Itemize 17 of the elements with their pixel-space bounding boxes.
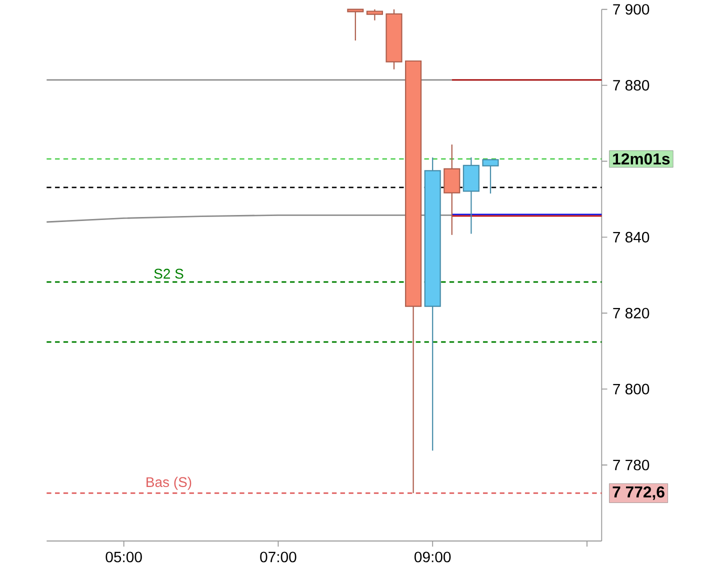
y-tick-label: 7 800 — [613, 384, 650, 394]
ref-line-label: S2 S — [154, 268, 184, 279]
candlestick — [366, 8, 383, 22]
y-tick-label: 7 820 — [613, 308, 650, 319]
candlestick — [444, 144, 460, 236]
candlestick — [347, 8, 364, 42]
ref-line-label: Bas (S) — [146, 476, 192, 490]
y-tick-label: 7 780 — [613, 460, 650, 470]
y-tick-label: 7 880 — [613, 80, 650, 91]
x-tick-label: 05:00 — [106, 552, 142, 562]
y-tick-label: 7 900 — [613, 4, 650, 15]
text: 12m01s — [613, 153, 670, 165]
y-tick-label: 7 840 — [613, 232, 650, 243]
text: 7 772,6 — [612, 486, 664, 500]
x-tick-label: 09:00 — [414, 552, 451, 562]
candlestick — [482, 159, 499, 194]
x-tick-label: 07:00 — [260, 552, 296, 562]
